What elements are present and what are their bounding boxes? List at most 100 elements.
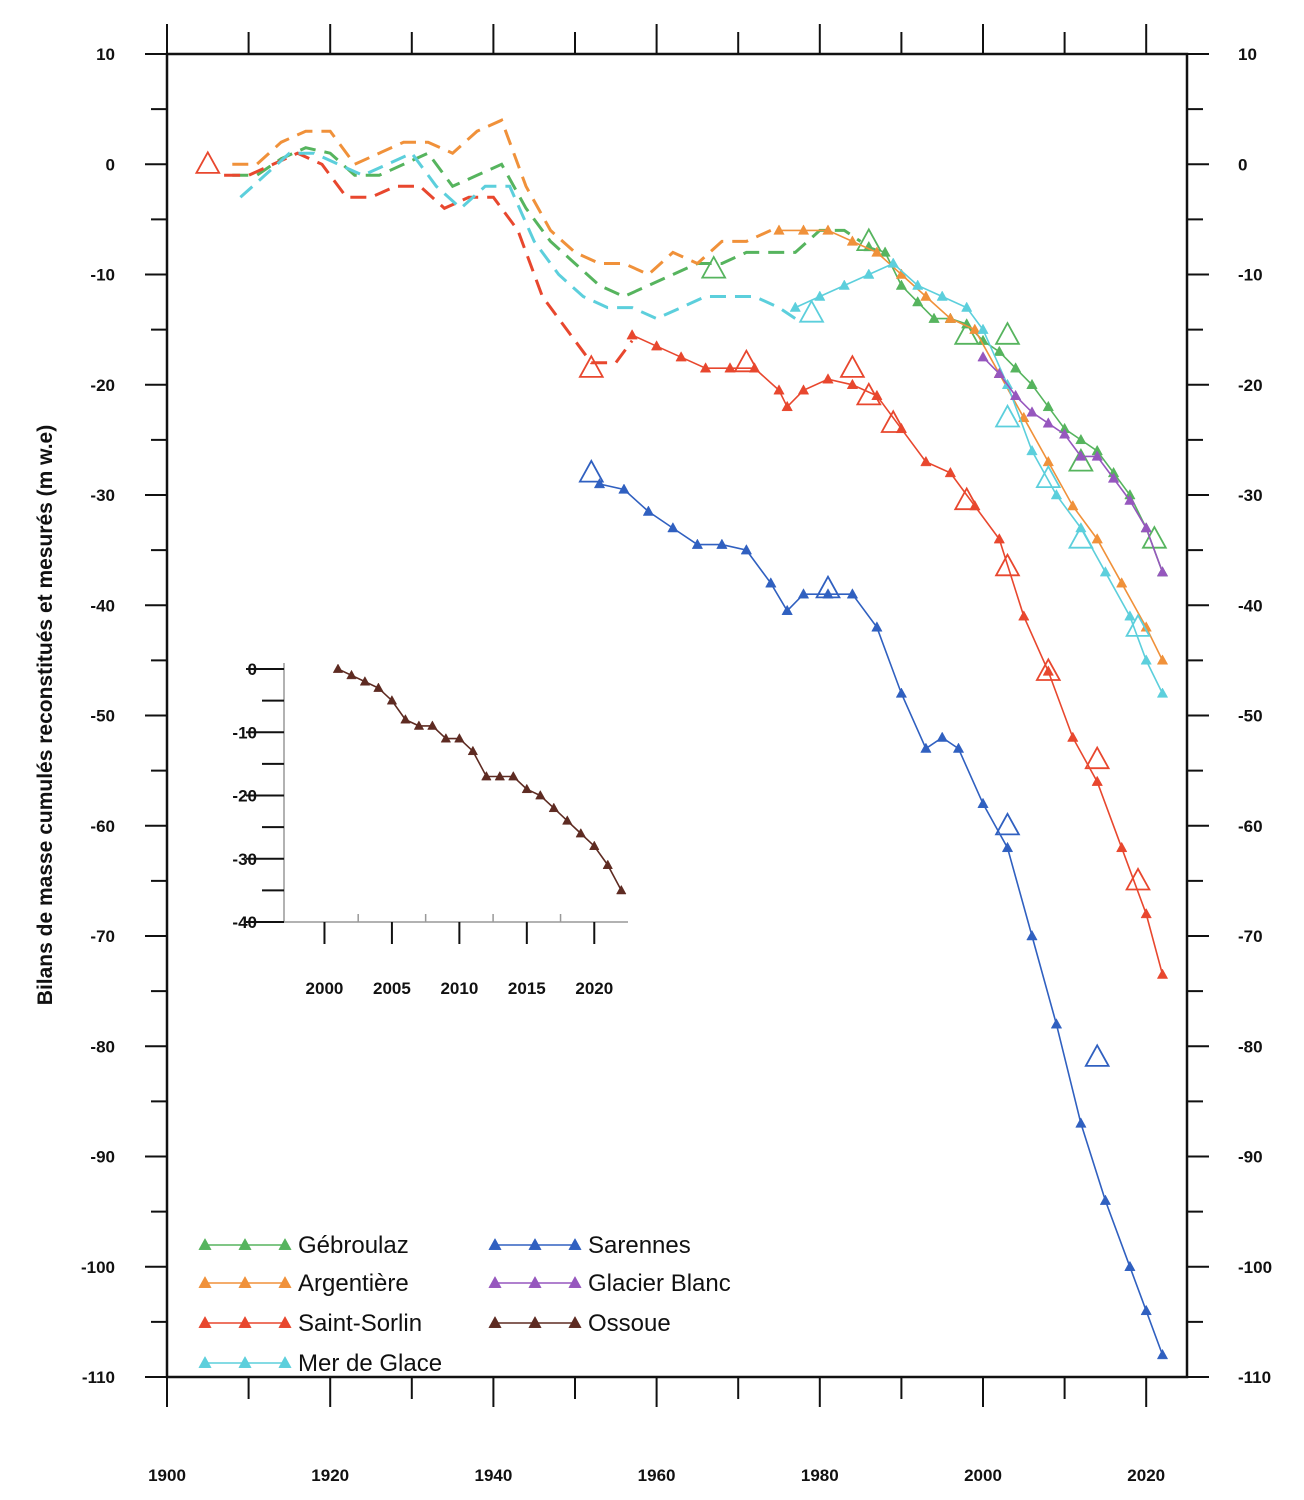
saint-sorlin-geodetic-marker xyxy=(953,486,980,511)
saint-sorlin-point xyxy=(650,340,663,351)
mer-de-glace-point xyxy=(977,323,989,334)
saint-sorlin-point xyxy=(822,373,834,384)
mer-de-glace-geodetic-marker xyxy=(798,299,825,323)
saint-sorlin-point xyxy=(773,384,785,395)
legend-marker xyxy=(568,1315,582,1328)
mer-de-glace-point xyxy=(912,279,924,290)
inset-x-tick-label: 2010 xyxy=(440,979,478,998)
y-tick-label-left: -30 xyxy=(90,486,115,505)
ossoue-inset: 0 -10 -20 -30 -40 2000 2005 2010 2015 2020 xyxy=(232,660,628,998)
legend-item-gebroulaz: Gébroulaz xyxy=(198,1232,409,1259)
x-tick-label: 2000 xyxy=(964,1466,1002,1485)
series-ossoue xyxy=(332,663,627,895)
sarennes-point xyxy=(977,797,989,808)
saint-sorlin-point xyxy=(797,384,810,395)
saint-sorlin-point xyxy=(1042,665,1054,676)
sarennes-point xyxy=(618,483,630,494)
series-gebroulaz xyxy=(232,146,1169,577)
y-tick-label-left: -110 xyxy=(82,1368,115,1387)
saint-sorlin-point xyxy=(1091,775,1103,786)
ossoue-point xyxy=(359,676,371,686)
sarennes-point xyxy=(1050,1018,1063,1029)
mer-de-glace-point xyxy=(887,257,899,268)
gebroulaz-point xyxy=(1009,362,1022,373)
saint-sorlin-geodetic-marker xyxy=(839,354,866,378)
y-tick-label-right: -40 xyxy=(1238,596,1263,615)
mer-de-glace-point xyxy=(1156,687,1169,698)
inset-x-tick-label: 2020 xyxy=(575,979,613,998)
mer-de-glace-geodetic-marker xyxy=(1067,525,1094,549)
saint-sorlin-geodetic-marker xyxy=(880,409,907,433)
legend-item-glacier-blanc: Glacier Blanc xyxy=(488,1270,731,1297)
x-tick-label: 1940 xyxy=(474,1466,512,1485)
glacier-blanc-measured-line xyxy=(982,356,1164,573)
x-tick-label: 1960 xyxy=(638,1466,676,1485)
mer-de-glace-geodetic-marker xyxy=(994,403,1021,428)
sarennes-point xyxy=(1001,841,1014,853)
glacier-blanc-point xyxy=(1091,450,1103,461)
saint-sorlin-geodetic-marker xyxy=(1125,867,1151,891)
glacier-blanc-point xyxy=(1156,566,1169,577)
glacier-blanc-point xyxy=(1009,389,1022,400)
sarennes-point xyxy=(846,588,859,599)
legend-marker xyxy=(238,1237,252,1250)
mer-de-glace-measured-line xyxy=(794,262,1164,694)
gebroulaz-point xyxy=(912,296,924,307)
inset-y-tick-label: 0 xyxy=(248,660,257,679)
saint-sorlin-point xyxy=(993,533,1005,544)
glacier-blanc-point xyxy=(1107,472,1120,483)
sarennes-point xyxy=(920,742,932,753)
glacier-blanc-point xyxy=(1058,428,1071,439)
legend-marker xyxy=(278,1355,292,1368)
saint-sorlin-point xyxy=(626,329,638,340)
legend: Gébroulaz Argentière Saint-Sorlin Mer de Gl… xyxy=(198,1232,731,1377)
x-tick-label: 1900 xyxy=(148,1466,186,1485)
ossoue-line xyxy=(337,668,623,891)
mer-de-glace-point xyxy=(838,279,850,290)
sarennes-point xyxy=(716,538,728,549)
sarennes-point xyxy=(1156,1348,1169,1360)
gebroulaz-measured-line xyxy=(868,246,1164,573)
legend-marker xyxy=(198,1237,212,1250)
saint-sorlin-point xyxy=(675,351,687,362)
saint-sorlin-point xyxy=(781,400,793,412)
series-saint-sorlin xyxy=(194,150,1169,979)
gebroulaz-point xyxy=(1026,378,1038,389)
legend-item-mer-de-glace: Mer de Glace xyxy=(198,1350,442,1377)
legend-label: Argentière xyxy=(298,1270,409,1297)
ossoue-point xyxy=(548,802,560,813)
series-glacier-blanc xyxy=(977,351,1169,577)
legend-label: Gébroulaz xyxy=(298,1232,409,1259)
legend-item-saint-sorlin: Saint-Sorlin xyxy=(198,1310,422,1337)
legend-marker xyxy=(238,1315,252,1328)
argentiere-point xyxy=(920,290,932,301)
inset-x-tick-label: 2005 xyxy=(373,979,411,998)
argentiere-point xyxy=(1156,654,1169,665)
y-tick-label-right: -100 xyxy=(1238,1258,1272,1277)
sarennes-point xyxy=(740,544,753,555)
sarennes-measured-line xyxy=(599,483,1164,1356)
saint-sorlin-geodetic-marker xyxy=(994,552,1021,577)
y-tick-label-left: -80 xyxy=(90,1037,115,1056)
sarennes-geodetic-marker xyxy=(1084,1043,1111,1067)
y-tick-label-right: -90 xyxy=(1238,1148,1263,1167)
legend-label: Ossoue xyxy=(588,1310,671,1337)
y-tick-label-right: -10 xyxy=(1238,266,1263,285)
glacier-blanc-point xyxy=(1124,494,1136,505)
mer-de-glace-point xyxy=(1026,444,1038,456)
saint-sorlin-point xyxy=(1018,610,1030,621)
legend-marker xyxy=(528,1275,542,1288)
argentiere-point xyxy=(1116,577,1128,588)
inset-x-tick-label: 2015 xyxy=(508,979,546,998)
y-tick-label-left: -40 xyxy=(90,596,115,615)
sarennes-point xyxy=(871,621,883,632)
ossoue-point xyxy=(535,789,546,800)
legend-marker xyxy=(568,1237,582,1250)
y-tick-label-right: 0 xyxy=(1238,155,1247,174)
mer-de-glace-point xyxy=(1124,610,1136,621)
ossoue-point xyxy=(427,720,438,730)
legend-marker xyxy=(278,1275,292,1288)
y-tick-label-right: -70 xyxy=(1238,927,1263,946)
glacier-blanc-point xyxy=(1075,450,1087,461)
inset-y-tick-label: -40 xyxy=(232,913,257,932)
